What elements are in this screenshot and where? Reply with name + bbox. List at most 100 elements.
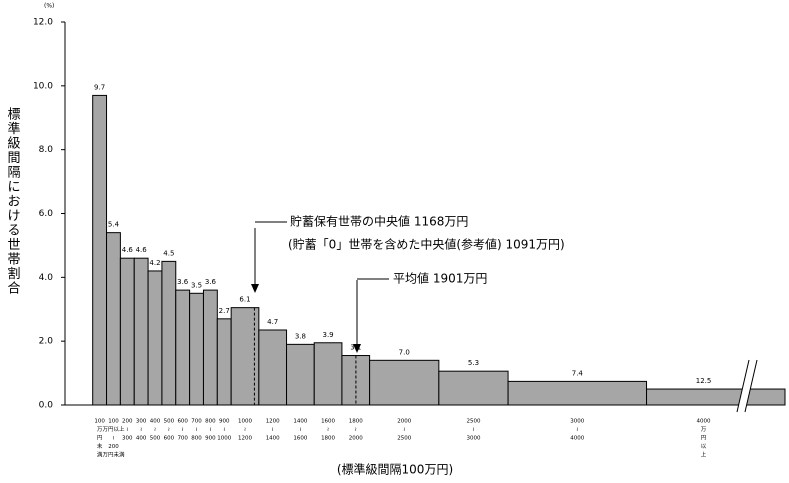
annotation: (貯蓄「0」世帯を含めた中央値(参考値) 1091万円) xyxy=(288,237,565,252)
annotation: 貯蓄保有世帯の中央値 1168万円 xyxy=(290,214,468,229)
x-tick-label: 800 xyxy=(205,419,216,425)
x-tick-label: 100 xyxy=(94,419,105,425)
bar xyxy=(161,260,177,406)
bar xyxy=(119,257,135,406)
x-tick-label: 200 xyxy=(122,419,133,425)
y-axis-label-char: る xyxy=(7,224,20,239)
bar xyxy=(189,292,204,406)
x-tick-label: 円 xyxy=(97,435,103,442)
x-tick-label: 800 xyxy=(191,436,202,442)
y-axis-label-char: 世 xyxy=(7,238,20,253)
y-tick-label: 12.0 xyxy=(33,18,53,28)
x-tick-label: 万円以上 xyxy=(102,425,125,433)
bar xyxy=(175,289,191,406)
axis-break xyxy=(737,360,757,412)
bar-label: 4.6 xyxy=(136,246,148,254)
x-tick-label: 500 xyxy=(164,419,175,425)
x-tick-label: 1000 xyxy=(238,419,252,425)
bar-label: 7.4 xyxy=(572,369,584,377)
x-tick-label: 1600 xyxy=(321,419,335,425)
x-tick-label: 900 xyxy=(219,419,230,425)
bar-label: 2.7 xyxy=(219,307,230,315)
x-tick-label: 以 xyxy=(701,444,707,450)
x-tick-label: ≀ xyxy=(272,427,274,433)
x-tick-label: ≀ xyxy=(299,427,301,433)
bar-label: 5.3 xyxy=(468,359,479,367)
x-tick-label: 400 xyxy=(150,419,161,425)
x-tick-label: ≀ xyxy=(154,427,156,433)
axis-break xyxy=(736,359,750,413)
y-tick-label: 2.0 xyxy=(39,337,54,347)
bar xyxy=(438,370,509,406)
x-tick-label: ≀ xyxy=(126,427,128,433)
x-tick-label: 400 xyxy=(136,436,147,442)
x-tick-label: 1800 xyxy=(349,419,363,425)
bar xyxy=(369,359,440,406)
bar xyxy=(106,232,121,406)
x-tick-label: ≀ xyxy=(355,427,357,433)
bar xyxy=(646,388,786,406)
bar-label: 3.9 xyxy=(323,331,334,339)
x-tick-label: 100 xyxy=(108,419,119,425)
x-tick-label: ≀ xyxy=(327,427,329,433)
y-axis-label-char: 割 xyxy=(7,266,20,282)
x-tick-label: 1800 xyxy=(321,436,335,442)
x-tick-label: 600 xyxy=(177,419,188,425)
x-tick-label: 円 xyxy=(701,435,707,442)
x-tick-label: 3000 xyxy=(570,419,584,425)
bar-label: 4.7 xyxy=(267,318,278,326)
x-tick-label: 1400 xyxy=(266,436,280,442)
y-axis-label-char: 合 xyxy=(7,282,20,297)
bar-label: 4.6 xyxy=(122,246,134,254)
x-tick-label: 2500 xyxy=(466,419,480,425)
y-tick-label: 0.0 xyxy=(39,401,54,411)
x-tick-label: 2000 xyxy=(349,436,363,442)
y-tick-label: 8.0 xyxy=(39,145,54,155)
x-tick-label: ≀ xyxy=(196,427,198,433)
x-tick-label: 200 xyxy=(108,444,119,450)
bar xyxy=(202,289,218,406)
y-tick-label: 10.0 xyxy=(33,81,53,91)
y-axis-label-char: 級 xyxy=(7,137,20,152)
x-axis-label: (標準級間隔100万円) xyxy=(337,462,453,477)
arrow-head xyxy=(353,344,361,353)
bar-label: 12.5 xyxy=(696,377,712,385)
y-axis-label-char: 間 xyxy=(7,151,20,166)
y-axis-label-char: お xyxy=(7,195,20,210)
x-tick-label: 700 xyxy=(191,419,202,425)
x-tick-label: 1200 xyxy=(238,436,252,442)
bar-label: 3.5 xyxy=(191,281,202,289)
bar-label: 3.8 xyxy=(295,332,306,340)
y-axis-label-char: け xyxy=(7,209,20,224)
x-tick-label: 1200 xyxy=(266,419,280,425)
x-tick-label: ≀ xyxy=(140,427,142,433)
x-tick-label: 1000 xyxy=(217,436,231,442)
x-tick-label: 300 xyxy=(136,419,147,425)
bar xyxy=(286,343,315,406)
bar xyxy=(92,94,108,406)
y-axis-label-char: 隔 xyxy=(7,166,20,181)
y-axis-label-char: 標 xyxy=(7,108,20,123)
bar-label: 7.0 xyxy=(399,348,410,356)
x-tick-label: 未 xyxy=(97,442,103,450)
y-axis-label-char: に xyxy=(7,180,20,195)
x-tick-label: 満 xyxy=(97,452,103,459)
bar xyxy=(133,257,149,406)
x-tick-label: 万 xyxy=(97,426,103,433)
arrow-head xyxy=(251,284,259,293)
x-tick-label: 4000 xyxy=(570,436,584,442)
y-axis-label-char: 準 xyxy=(7,121,20,137)
y-unit: (%) xyxy=(44,3,54,10)
bar xyxy=(147,270,163,406)
bar-label: 4.2 xyxy=(149,259,160,267)
x-tick-label: ≀ xyxy=(403,427,405,433)
y-axis-label-char: 帯 xyxy=(7,253,20,268)
bar xyxy=(313,342,343,406)
x-tick-label: ≀ xyxy=(182,427,184,433)
x-tick-label: 1400 xyxy=(293,419,307,425)
x-tick-label: 300 xyxy=(122,436,133,442)
y-tick-label: 4.0 xyxy=(39,273,54,283)
bar-label: 3.6 xyxy=(205,278,217,286)
x-tick-label: ≀ xyxy=(576,427,578,433)
